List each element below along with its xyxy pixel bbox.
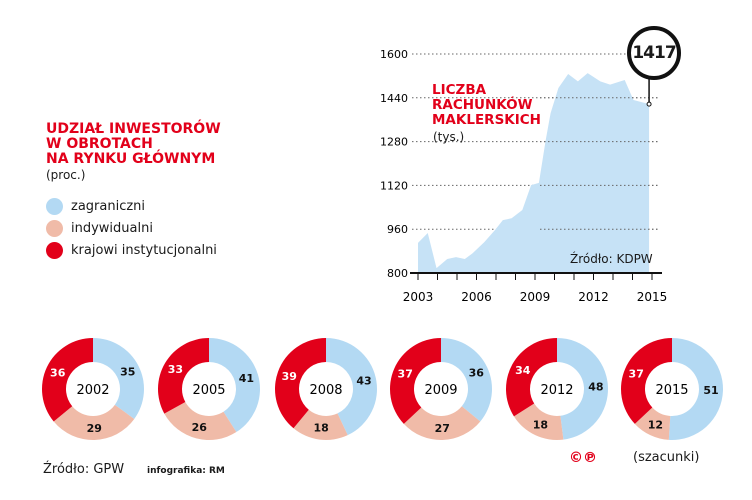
donut-segment	[621, 338, 672, 424]
donut-year-label: 2012	[540, 383, 573, 398]
legend-item-foreign: zagraniczni	[46, 198, 145, 215]
data-label: 34	[515, 364, 531, 377]
area-chart-unit: (tys.)	[433, 130, 465, 144]
title-line: RACHUNKÓW	[432, 97, 533, 113]
donut-2008: 43 18 39 2008	[275, 338, 378, 440]
donut-2005: 41 26 33 2005	[158, 338, 261, 440]
donut-charts: 35 29 36 2002 41 26 33 2005 43 18 39 2008 36 27 37 2009…	[42, 338, 723, 440]
y-tick-label: 1440	[380, 92, 408, 105]
donut-year-label: 2002	[76, 383, 109, 398]
donut-year-label: 2009	[424, 383, 457, 398]
donut-year-label: 2005	[192, 383, 225, 398]
donut-segment	[164, 402, 237, 440]
x-tick-label: 2006	[461, 290, 492, 304]
donut-segment	[390, 338, 441, 424]
legend-swatch	[46, 220, 63, 237]
investor-share-unit: (proc.)	[46, 168, 86, 182]
data-label: 37	[398, 368, 413, 381]
donut-2012: 48 18 34 2012	[505, 338, 608, 440]
callout-bubble: 1417	[627, 26, 681, 80]
copyright-mark: ©℗	[569, 450, 597, 466]
callout-value: 1417	[632, 43, 676, 63]
donut-segment	[403, 406, 481, 440]
data-label: 18	[313, 422, 328, 435]
donut-year-label: 2015	[655, 383, 688, 398]
donut-segment	[275, 338, 326, 429]
donut-segment	[513, 403, 564, 440]
donut-segment	[557, 338, 608, 440]
footer-credit: infografika: RM	[147, 466, 225, 476]
donut-segment	[505, 338, 557, 417]
callout-point	[646, 101, 652, 107]
x-tick-label: 2003	[403, 290, 434, 304]
legend-item-institutional: krajowi instytucjonalni	[46, 242, 217, 259]
title-line: W OBROTACH	[46, 136, 153, 152]
legend-swatch	[46, 198, 63, 215]
legend-label: krajowi instytucjonalni	[71, 243, 217, 258]
data-label: 43	[356, 374, 371, 387]
data-label: 36	[50, 366, 66, 379]
y-tick-label: 1120	[380, 179, 408, 192]
donut-segment	[53, 404, 135, 440]
data-label: 41	[239, 372, 254, 385]
data-label: 26	[192, 421, 208, 434]
donut-2009: 36 27 37 2009	[390, 338, 493, 440]
y-tick-label: 1600	[380, 48, 408, 61]
data-label: 27	[435, 422, 450, 435]
legend-item-individual: indywidualni	[46, 220, 153, 237]
data-label: 33	[168, 363, 183, 376]
donut-year-label: 2008	[309, 383, 342, 398]
investor-share-title: UDZIAŁ INWESTORÓW W OBROTACH NA RYNKU GŁ…	[46, 122, 221, 167]
x-tick-label: 2009	[520, 290, 551, 304]
title-line: NA RYNKU GŁÓWNYM	[46, 151, 216, 167]
brokerage-accounts-chart: 800 960 1120 1280 1440 1600 2003 2006 2009 2012 20…	[380, 48, 668, 304]
x-tick-label: 2015	[637, 290, 668, 304]
data-label: 48	[588, 381, 603, 394]
donut-segment	[209, 338, 261, 433]
legend-label: zagraniczni	[71, 199, 146, 214]
area-chart-title: LICZBA RACHUNKÓW MAKLERSKICH	[432, 83, 541, 128]
legend-label: indywidualni	[71, 221, 153, 236]
donut-segment	[441, 338, 493, 422]
x-tick-label: 2012	[578, 290, 609, 304]
data-label: 29	[87, 422, 102, 435]
title-line: UDZIAŁ INWESTORÓW	[46, 121, 221, 137]
data-label: 36	[469, 366, 485, 379]
footer-source: Źródło: GPW	[43, 462, 125, 477]
y-tick-label: 1280	[380, 136, 408, 149]
title-line: LICZBA	[432, 82, 487, 98]
donut-2002: 35 29 36 2002	[42, 338, 145, 440]
legend-swatch	[46, 242, 63, 259]
data-label: 18	[533, 418, 548, 431]
donut-segment	[93, 338, 145, 419]
data-label: 35	[120, 365, 135, 378]
y-tick-label: 960	[387, 223, 408, 236]
donut-segment	[42, 338, 93, 422]
donut-2015: 51 12 37 2015	[621, 338, 723, 440]
title-line: MAKLERSKICH	[432, 112, 541, 128]
data-label: 12	[648, 418, 663, 431]
donut-segment	[158, 338, 209, 414]
donut-segment	[293, 409, 348, 440]
y-tick-label: 800	[387, 267, 408, 280]
data-label: 37	[629, 368, 644, 381]
estimate-note: (szacunki)	[633, 450, 700, 465]
donut-segment	[634, 407, 671, 440]
donut-segment	[326, 338, 378, 436]
area-series	[418, 73, 650, 273]
area-source: Źródło: KDPW	[570, 252, 653, 266]
donut-segment	[668, 338, 723, 440]
data-label: 39	[282, 370, 297, 383]
data-label: 51	[703, 384, 718, 397]
